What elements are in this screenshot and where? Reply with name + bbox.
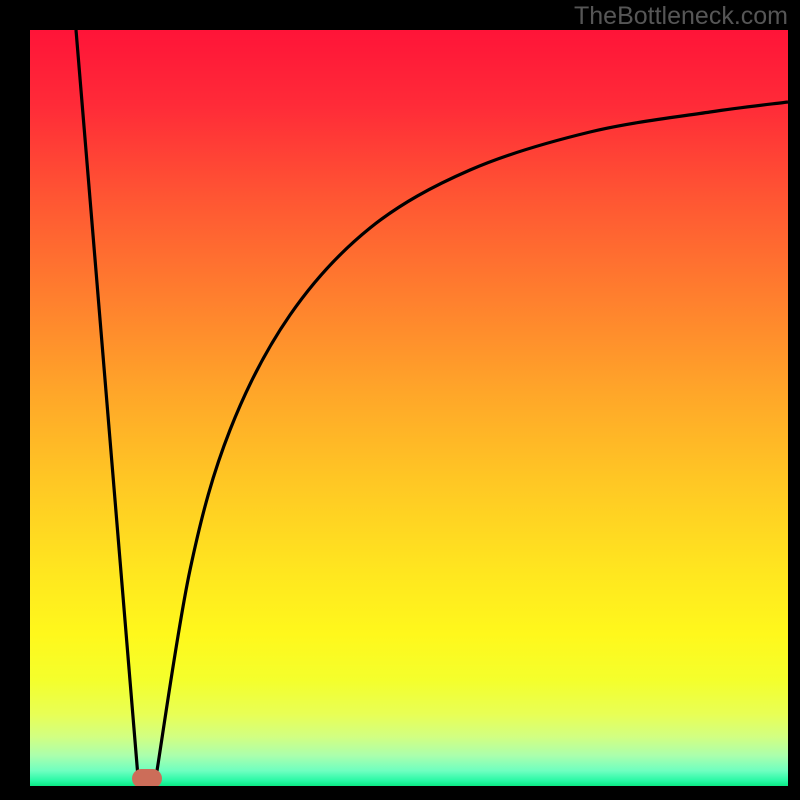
watermark-text: TheBottleneck.com — [574, 2, 788, 31]
border-bottom — [0, 786, 800, 800]
plot-area — [30, 30, 788, 786]
figure-root: TheBottleneck.com — [0, 0, 800, 800]
curve-right-branch — [156, 102, 788, 777]
border-right — [788, 0, 800, 800]
bottleneck-curve — [30, 30, 788, 786]
border-left — [0, 0, 30, 800]
curve-left-branch — [76, 30, 138, 777]
optimal-marker — [132, 769, 162, 787]
